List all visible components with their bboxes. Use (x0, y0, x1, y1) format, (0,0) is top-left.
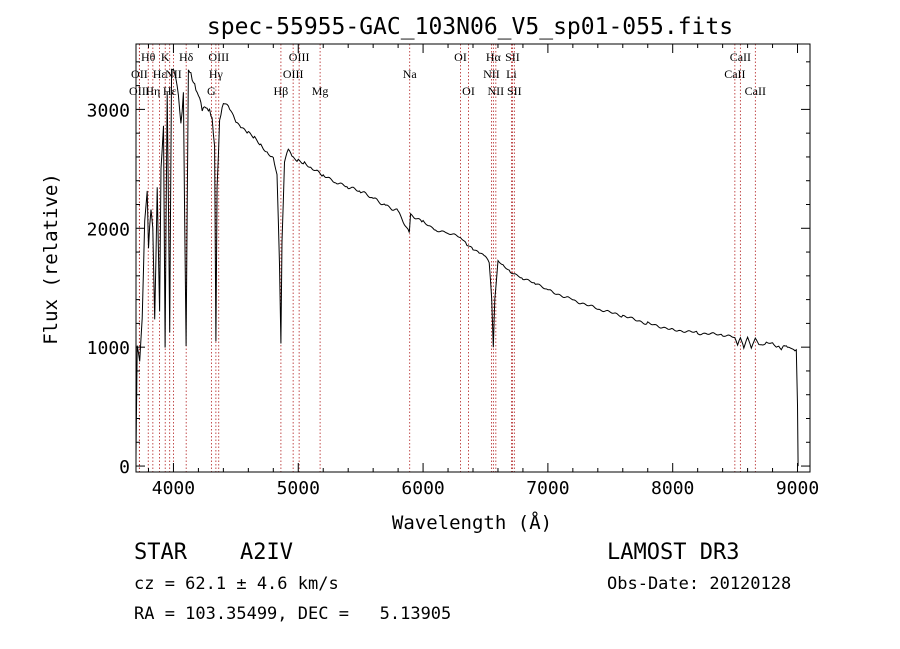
observation-date: Obs-Date: 20120128 (607, 574, 792, 594)
coordinates: RA = 103.35499, DEC = 5.13905 (134, 604, 452, 624)
line-label-OI: OI (462, 84, 475, 98)
plot-frame (135, 43, 811, 473)
line-label-OIII: OIII (208, 50, 229, 64)
line-label-Hβ: Hβ (274, 84, 289, 98)
line-label-OIII: OIII (289, 50, 310, 64)
spectrum-chart: spec-55955-GAC_103N06_V5_sp01-055.fits H… (40, 14, 819, 534)
redshift-cz: cz = 62.1 ± 4.6 km/s (134, 574, 339, 594)
y-tick-label: 3000 (87, 100, 130, 121)
x-tick-label: 8000 (651, 478, 694, 499)
x-tick-label: 5000 (277, 478, 320, 499)
line-label-Hα: Hα (486, 50, 502, 64)
line-label-Mg: Mg (312, 84, 329, 98)
x-tick-label: 9000 (776, 478, 819, 499)
line-label-OII: OII (131, 67, 148, 81)
line-label-Hε: Hε (153, 67, 167, 81)
line-label-Na: Na (403, 67, 418, 81)
object-type: STAR (134, 540, 187, 565)
line-label-Hθ: Hθ (141, 50, 156, 64)
x-axis-ticks: 4000 5000 6000 7000 8000 9000 (147, 44, 819, 499)
flux-series-line (135, 68, 799, 467)
survey-name: LAMOST DR3 (607, 540, 740, 565)
line-label-CaII: CaII (724, 67, 745, 81)
line-label-Hε: Hε (163, 84, 177, 98)
line-label-NII: NII (165, 67, 182, 81)
x-tick-label: 7000 (526, 478, 569, 499)
y-axis-label: Flux (relative) (40, 173, 62, 345)
x-axis-label: Wavelength (Å) (392, 511, 552, 534)
line-label-G: G (207, 84, 216, 98)
line-label-NII: NII (488, 84, 505, 98)
line-label-OIII: OIII (129, 84, 150, 98)
x-tick-label: 6000 (401, 478, 444, 499)
line-label-OI: OI (454, 50, 467, 64)
line-label-Hη: Hη (145, 84, 160, 98)
line-label-OIII: OIII (283, 67, 304, 81)
y-axis-ticks: 0 1000 2000 3000 (87, 61, 810, 478)
chart-title: spec-55955-GAC_103N06_V5_sp01-055.fits (207, 14, 733, 40)
line-label-Hγ: Hγ (209, 67, 224, 81)
y-tick-label: 0 (119, 457, 130, 478)
line-label-SII: SII (507, 84, 522, 98)
y-tick-label: 1000 (87, 338, 130, 359)
x-tick-label: 4000 (152, 478, 195, 499)
line-label-Li: Li (506, 67, 517, 81)
spectral-line-markers (138, 44, 756, 472)
spectral-class: A2IV (240, 540, 293, 565)
line-label-NII: NII (483, 67, 500, 81)
y-tick-label: 2000 (87, 219, 130, 240)
line-label-CaII: CaII (730, 50, 751, 64)
line-label-Hδ: Hδ (179, 50, 194, 64)
line-label-SII: SII (505, 50, 520, 64)
line-label-CaII: CaII (745, 84, 766, 98)
line-label-K: K (161, 50, 170, 64)
